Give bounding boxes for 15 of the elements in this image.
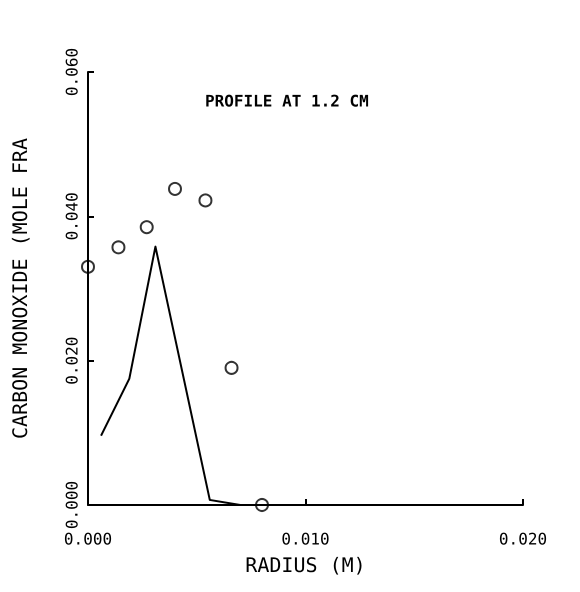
y-axis-title: CARBON MONOXIDE (MOLE FRA [8, 138, 32, 440]
point [224, 360, 239, 375]
y-tick-label: 0.020 [62, 336, 82, 385]
point [198, 193, 212, 208]
text: PROFILE AT 1.2 CM [205, 92, 369, 110]
y-tick-label: 0.040 [62, 192, 82, 240]
x-tick-label: 0.020 [498, 530, 548, 548]
y-tick-label: 0.060 [62, 48, 82, 96]
x-axis-title: RADIUS (M) [245, 553, 366, 577]
point [81, 260, 95, 274]
x-tick-label: 0.010 [281, 530, 330, 548]
point [255, 498, 269, 512]
point [168, 182, 182, 196]
point [111, 240, 126, 254]
point [140, 220, 154, 234]
